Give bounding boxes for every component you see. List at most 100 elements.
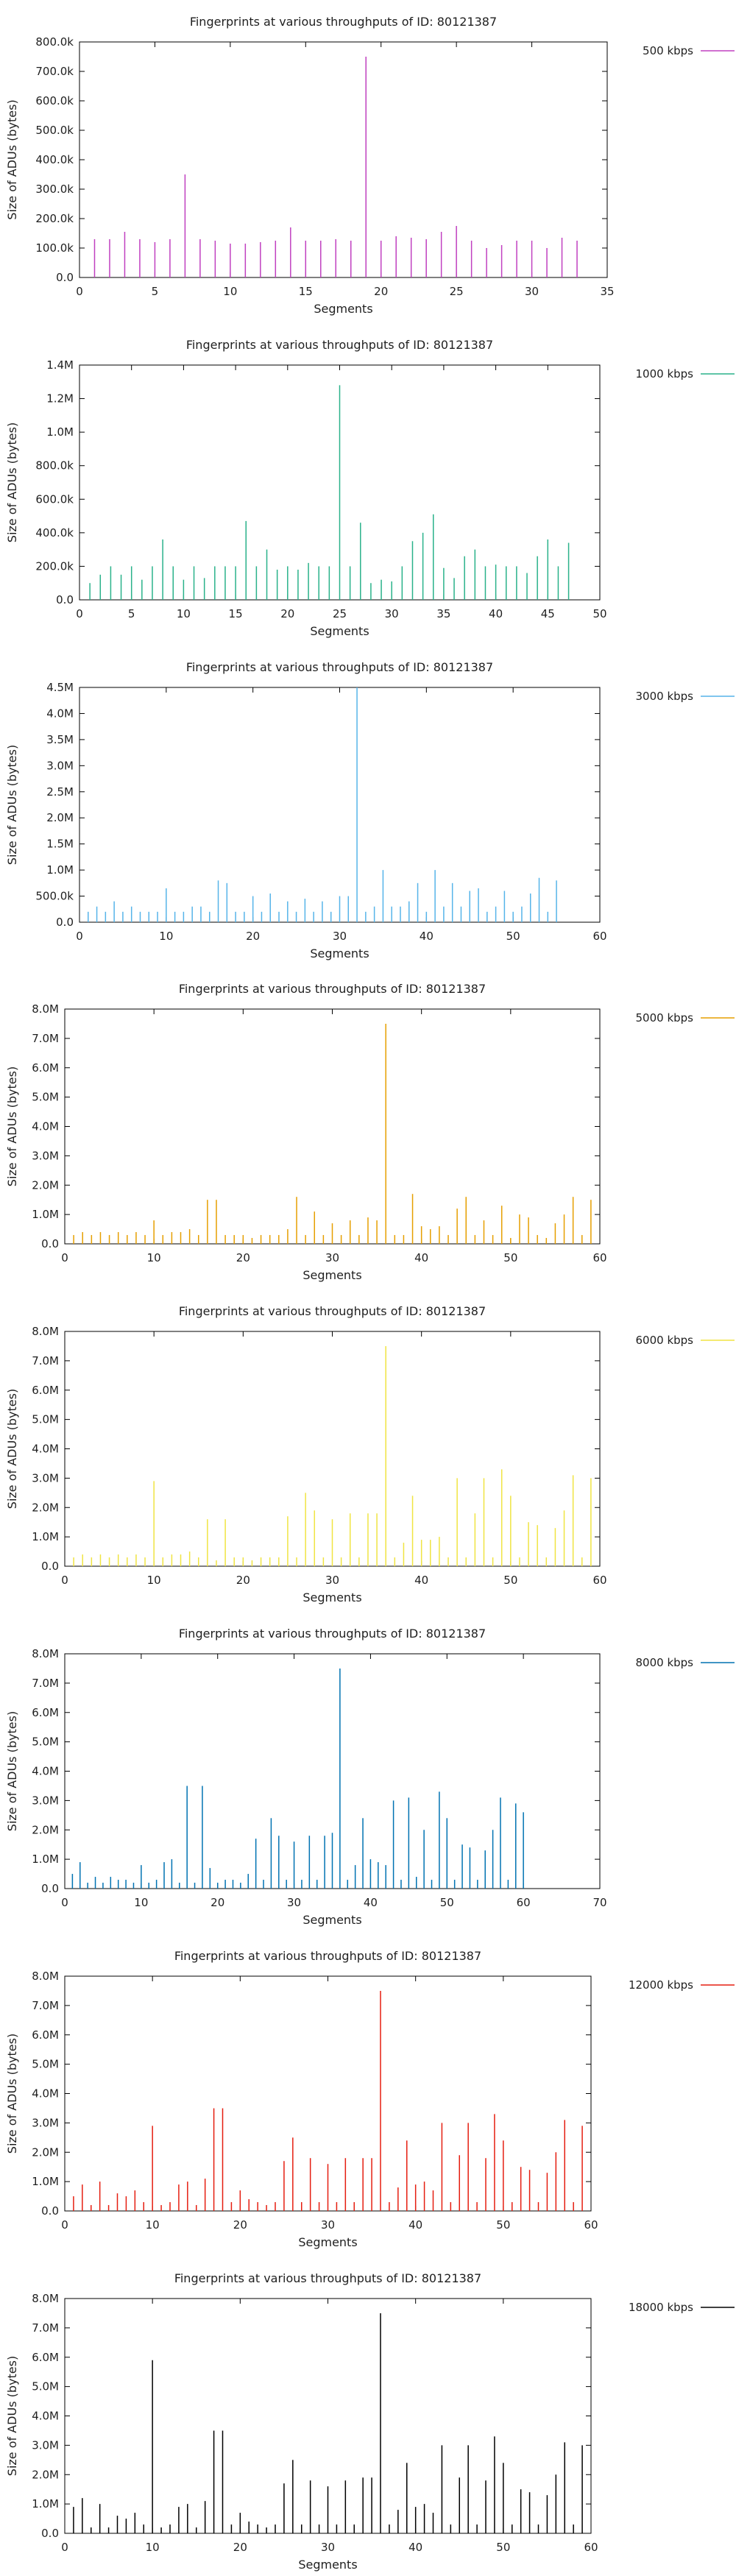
x-tick-label: 25: [450, 285, 464, 298]
x-tick-label: 50: [496, 2218, 510, 2232]
x-tick-label: 40: [364, 1896, 378, 1909]
y-tick-label: 1.2M: [46, 392, 74, 406]
x-tick-label: 10: [147, 1251, 161, 1264]
y-tick-label: 6.0M: [32, 2028, 59, 2042]
y-axis-label: Size of ADUs (bytes): [5, 99, 19, 219]
x-tick-label: 50: [440, 1896, 454, 1909]
chart-title: Fingerprints at various throughputs of I…: [186, 338, 493, 352]
y-tick-label: 600.0k: [35, 492, 74, 506]
y-tick-label: 100.0k: [35, 241, 74, 255]
y-tick-label: 8.0M: [32, 2292, 59, 2305]
chart-panel-5: Fingerprints at various throughputs of I…: [5, 1304, 735, 1604]
y-tick-label: 2.0M: [32, 2468, 59, 2481]
y-tick-label: 4.0M: [32, 2410, 59, 2423]
y-tick-label: 8.0M: [32, 1647, 59, 1660]
chart-panel-6: Fingerprints at various throughputs of I…: [5, 1627, 735, 1927]
chart-panel-2: Fingerprints at various throughputs of I…: [5, 338, 735, 638]
x-tick-label: 10: [223, 285, 237, 298]
y-axis-label: Size of ADUs (bytes): [5, 1389, 19, 1509]
y-tick-label: 500.0k: [35, 890, 74, 903]
y-tick-label: 400.0k: [35, 153, 74, 166]
y-tick-label: 5.0M: [32, 2058, 59, 2071]
x-tick-label: 20: [233, 2541, 247, 2554]
y-tick-label: 2.0M: [32, 1178, 59, 1192]
x-tick-label: 0: [61, 1896, 68, 1909]
y-axis-label: Size of ADUs (bytes): [5, 2356, 19, 2476]
y-tick-label: 6.0M: [32, 1384, 59, 1397]
x-tick-label: 60: [592, 930, 606, 943]
x-tick-label: 30: [321, 2218, 335, 2232]
x-tick-label: 15: [229, 607, 243, 620]
y-tick-label: 700.0k: [35, 65, 74, 78]
x-tick-label: 0: [61, 1574, 68, 1587]
plot-frame: [79, 687, 601, 923]
x-tick-label: 20: [246, 930, 260, 943]
y-tick-label: 3.0M: [32, 1149, 59, 1162]
x-tick-label: 60: [584, 2218, 598, 2232]
y-tick-label: 2.0M: [32, 2145, 59, 2159]
y-tick-label: 6.0M: [32, 1706, 59, 1719]
legend-label: 18000 kbps: [629, 2301, 693, 2314]
y-axis-label: Size of ADUs (bytes): [5, 1711, 19, 1831]
y-tick-label: 200.0k: [35, 212, 74, 225]
x-tick-label: 0: [61, 2541, 68, 2554]
x-axis-label: Segments: [302, 1913, 361, 1927]
x-tick-label: 20: [236, 1251, 250, 1264]
y-axis-label: Size of ADUs (bytes): [5, 745, 19, 865]
y-tick-label: 5.0M: [32, 2380, 59, 2393]
y-tick-label: 0.0: [41, 1560, 59, 1573]
x-axis-label: Segments: [310, 946, 369, 960]
chart-panel-7: Fingerprints at various throughputs of I…: [5, 1949, 735, 2249]
y-tick-label: 800.0k: [35, 459, 74, 473]
y-tick-label: 7.0M: [32, 1354, 59, 1367]
x-tick-label: 30: [333, 930, 347, 943]
y-tick-label: 1.0M: [32, 2175, 59, 2188]
y-tick-label: 0.0: [41, 1882, 59, 1895]
x-axis-label: Segments: [310, 624, 369, 638]
x-tick-label: 70: [592, 1896, 606, 1909]
x-tick-label: 10: [146, 2541, 160, 2554]
y-tick-label: 3.0M: [32, 2438, 59, 2452]
y-tick-label: 600.0k: [35, 94, 74, 107]
x-tick-label: 30: [321, 2541, 335, 2554]
x-tick-label: 60: [517, 1896, 531, 1909]
x-tick-label: 50: [506, 930, 520, 943]
y-tick-label: 7.0M: [32, 1032, 59, 1045]
y-tick-label: 2.5M: [46, 785, 74, 799]
y-tick-label: 4.0M: [32, 2087, 59, 2101]
y-tick-label: 3.0M: [32, 1471, 59, 1485]
y-tick-label: 1.5M: [46, 838, 74, 851]
chart-title: Fingerprints at various throughputs of I…: [179, 1627, 486, 1641]
chart-title: Fingerprints at various throughputs of I…: [174, 2271, 481, 2285]
x-tick-label: 0: [76, 930, 83, 943]
y-tick-label: 3.0M: [32, 1794, 59, 1807]
x-axis-label: Segments: [298, 2558, 357, 2572]
chart-title: Fingerprints at various throughputs of I…: [190, 15, 497, 29]
y-tick-label: 4.0M: [32, 1120, 59, 1133]
y-tick-label: 8.0M: [32, 1325, 59, 1338]
x-tick-label: 30: [385, 607, 399, 620]
x-tick-label: 30: [525, 285, 539, 298]
x-axis-label: Segments: [314, 302, 372, 316]
y-axis-label: Size of ADUs (bytes): [5, 1066, 19, 1186]
chart-title: Fingerprints at various throughputs of I…: [174, 1949, 481, 1963]
chart-title: Fingerprints at various throughputs of I…: [186, 660, 493, 674]
y-tick-label: 4.0M: [32, 1765, 59, 1778]
legend-label: 1000 kbps: [636, 367, 694, 381]
x-tick-label: 50: [503, 1574, 517, 1587]
x-tick-label: 0: [76, 607, 83, 620]
x-tick-label: 40: [420, 930, 434, 943]
y-tick-label: 200.0k: [35, 559, 74, 573]
x-tick-label: 60: [584, 2541, 598, 2554]
y-tick-label: 500.0k: [35, 124, 74, 137]
x-tick-label: 35: [436, 607, 450, 620]
y-tick-label: 2.0M: [32, 1501, 59, 1514]
x-tick-label: 40: [408, 2218, 422, 2232]
y-tick-label: 5.0M: [32, 1091, 59, 1104]
y-tick-label: 7.0M: [32, 1999, 59, 2012]
x-tick-label: 20: [233, 2218, 247, 2232]
x-tick-label: 10: [159, 930, 173, 943]
y-tick-label: 5.0M: [32, 1735, 59, 1749]
y-axis-label: Size of ADUs (bytes): [5, 422, 19, 542]
x-tick-label: 50: [592, 607, 606, 620]
